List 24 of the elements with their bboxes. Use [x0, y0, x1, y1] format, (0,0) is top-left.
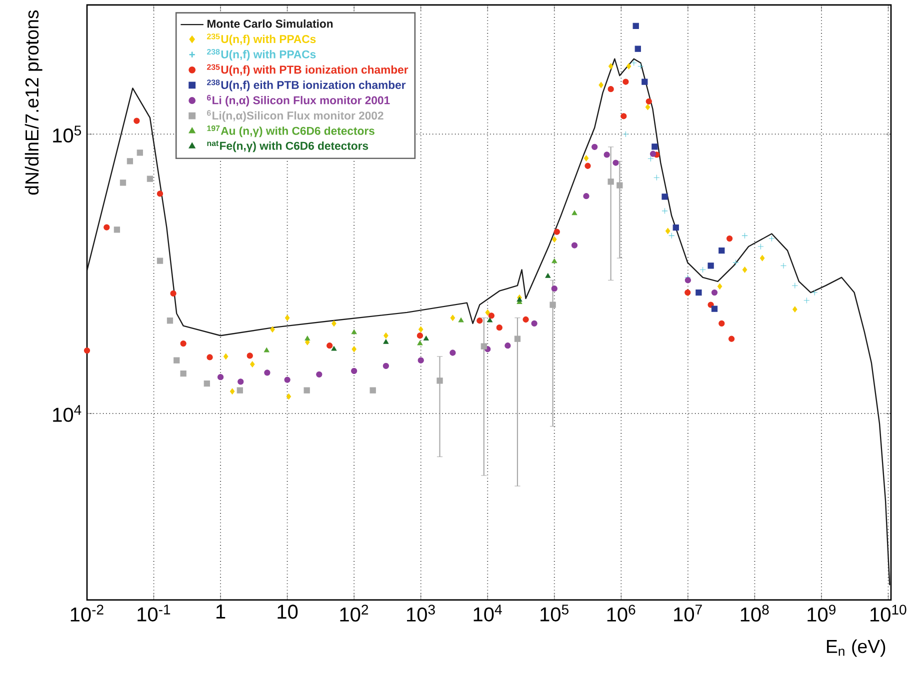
- x-tick-label: 10$^{6}$: [607, 604, 636, 622]
- y-axis-title: dN/dlnE/7.e12 protons: [24, 10, 42, 195]
- x-tick-label: 10$^{2}$: [340, 604, 368, 622]
- legend-label: $^{6}$Li(n,α)Silicon Flux monitor 2002: [207, 110, 384, 122]
- x-tick-label: 10$^{-1}$: [138, 604, 170, 622]
- x-tick-label: 10$^{4}$: [474, 604, 502, 622]
- x-tick-label: 1: [216, 604, 226, 618]
- x-tick-label: 10: [278, 604, 298, 619]
- x-tick-label: 10$^{3}$: [407, 604, 435, 622]
- x-tick-label: 10$^{8}$: [740, 604, 769, 622]
- x-tick-label: 10$^{5}$: [540, 604, 568, 622]
- legend-label: Monte Carlo Simulation: [207, 19, 333, 28]
- x-axis-title: E$_{n}$ (eV): [826, 639, 886, 657]
- legend-label: $^{238}$U(n,f) eith PTB ionization chamber: [207, 80, 406, 92]
- legend-label: $^{235}$U(n,f) with PTB ionization chamber: [207, 64, 408, 76]
- legend-label: $^{197}$Au (n,γ) with C6D6 detectors: [207, 125, 374, 138]
- x-tick-label: 10$^{-2}$: [70, 604, 104, 622]
- legend-label: $^{235}$U(n,f) with PPACs: [207, 34, 316, 46]
- x-tick-label: 10$^{9}$: [808, 604, 836, 622]
- x-tick-label: 10$^{7}$: [674, 604, 702, 622]
- x-tick-label: 10$^{10}$: [870, 604, 906, 622]
- legend-label: $^{238}$U(n,f) with PPACs: [207, 48, 316, 61]
- legend-label: $^{nat}$Fe(n,γ) with C6D6 detectors: [207, 140, 368, 152]
- legend-label: $^{6}$Li (n,α) Silicon Flux monitor 2001: [207, 94, 390, 107]
